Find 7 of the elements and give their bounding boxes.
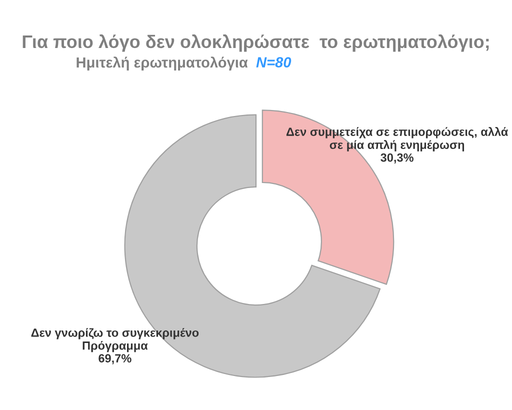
chart-subtitle: Ημιτελή ερωτηματολόγια	[76, 56, 248, 71]
text: N=80	[256, 57, 292, 68]
slice-label: Δεν συμμετείχα σε επιμορφώσεις, αλλά σε μία απλή ενημέρωση	[286, 126, 508, 152]
chart-title: Για ποιο λόγο δεν ολοκληρώσατε το ερωτηματολόγιο;	[22, 34, 489, 52]
data-label: 30,3%	[380, 153, 414, 164]
data-label: 69,7%	[98, 354, 132, 364]
slice-label: Δεν γνωρίζω το συγκεκριμένο Πρόγραμμα	[31, 328, 199, 352]
